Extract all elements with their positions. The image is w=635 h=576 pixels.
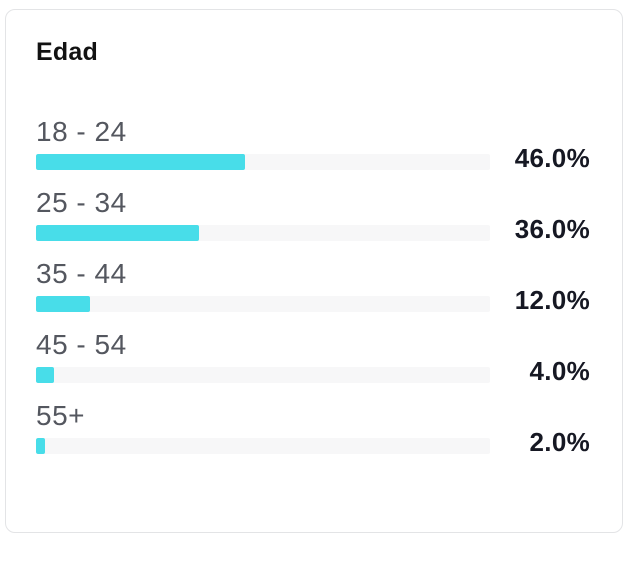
age-range-label: 55+ bbox=[36, 400, 85, 431]
card-title: Edad bbox=[36, 38, 98, 66]
percentage-label: 2.0% bbox=[529, 427, 590, 457]
age-demographics-card: Edad 18 - 24 46.0% 25 - 34 36.0% 35 - 44… bbox=[5, 9, 623, 533]
age-bar-chart: 18 - 24 46.0% 25 - 34 36.0% 35 - 44 12.0… bbox=[36, 115, 590, 457]
bar-fill bbox=[36, 296, 91, 312]
percentage-label: 36.0% bbox=[514, 214, 590, 244]
bar-fill bbox=[36, 367, 55, 383]
bar-track bbox=[36, 225, 490, 241]
percentage-label: 46.0% bbox=[514, 143, 590, 173]
bar-track bbox=[36, 296, 490, 312]
age-bar-row: 45 - 54 4.0% bbox=[36, 328, 590, 386]
age-range-label: 35 - 44 bbox=[36, 258, 127, 289]
bar-track bbox=[36, 367, 490, 383]
age-range-label: 25 - 34 bbox=[36, 187, 127, 218]
percentage-label: 12.0% bbox=[514, 285, 590, 315]
bar-track bbox=[36, 438, 490, 454]
age-range-label: 45 - 54 bbox=[36, 329, 127, 360]
age-bar-row: 55+ 2.0% bbox=[36, 399, 590, 457]
age-bar-row: 35 - 44 12.0% bbox=[36, 257, 590, 315]
percentage-label: 4.0% bbox=[529, 356, 590, 386]
bar-fill bbox=[36, 154, 245, 170]
bar-fill bbox=[36, 225, 200, 241]
age-range-label: 18 - 24 bbox=[36, 116, 127, 147]
age-bar-row: 25 - 34 36.0% bbox=[36, 186, 590, 244]
bar-track bbox=[36, 154, 490, 170]
bar-fill bbox=[36, 438, 46, 454]
age-bar-row: 18 - 24 46.0% bbox=[36, 115, 590, 173]
